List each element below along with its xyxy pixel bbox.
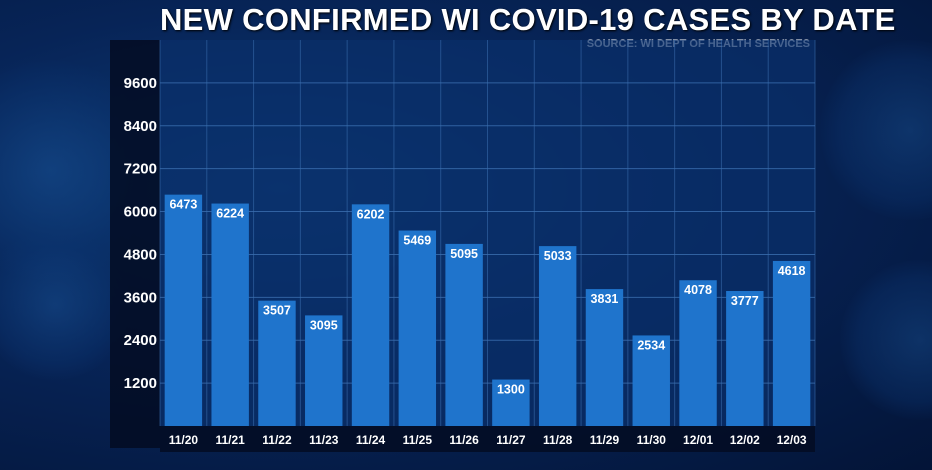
y-tick-label: 4800 <box>124 246 157 263</box>
x-tick-label: 11/24 <box>356 433 386 447</box>
bar <box>585 289 624 426</box>
x-tick-label: 11/25 <box>403 433 433 447</box>
data-label: 3507 <box>263 304 291 318</box>
y-tick-label: 7200 <box>124 161 157 178</box>
x-tick-label: 11/22 <box>262 433 292 447</box>
x-tick-label: 11/30 <box>637 433 667 447</box>
y-axis-panel <box>110 40 160 448</box>
data-label: 3095 <box>310 318 338 332</box>
bar <box>492 379 530 426</box>
x-tick-label: 11/20 <box>169 433 199 447</box>
bar <box>679 280 717 426</box>
data-label: 4078 <box>684 283 712 297</box>
bar <box>632 335 670 426</box>
x-tick-label: 11/28 <box>543 433 573 447</box>
bar <box>164 194 203 426</box>
chart-title: NEW CONFIRMED WI COVID-19 CASES BY DATE <box>160 2 896 37</box>
y-tick-label: 2400 <box>124 332 157 349</box>
x-tick-label: 12/01 <box>683 433 713 447</box>
data-label: 3831 <box>591 292 619 306</box>
y-tick-label: 3600 <box>124 289 157 306</box>
data-label: 6202 <box>357 207 385 221</box>
data-label: 1300 <box>497 383 525 397</box>
bar <box>398 230 437 426</box>
data-label: 2534 <box>637 338 665 352</box>
x-tick-label: 11/26 <box>449 433 479 447</box>
data-label: 5095 <box>450 247 478 261</box>
bar <box>305 315 343 426</box>
x-tick-label: 11/21 <box>215 433 245 447</box>
x-tick-label: 12/02 <box>730 433 760 447</box>
data-label: 5469 <box>403 234 431 248</box>
x-tick-label: 11/29 <box>590 433 620 447</box>
data-label: 3777 <box>731 294 759 308</box>
data-label: 6473 <box>169 198 197 212</box>
x-axis-band <box>160 426 815 452</box>
y-tick-label: 1200 <box>124 375 157 392</box>
x-tick-label: 12/03 <box>777 433 807 447</box>
x-tick-label: 11/27 <box>496 433 526 447</box>
bar <box>211 203 249 426</box>
bar <box>258 300 296 426</box>
y-tick-label: 6000 <box>124 204 157 221</box>
bar <box>351 204 390 426</box>
y-tick-label: 8400 <box>124 118 157 135</box>
bar <box>538 246 577 426</box>
bar <box>445 243 483 426</box>
bar <box>772 260 811 426</box>
y-tick-label: 9600 <box>124 75 157 92</box>
data-label: 6224 <box>216 207 244 221</box>
data-label: 5033 <box>544 249 572 263</box>
bar <box>726 291 764 426</box>
data-label: 4618 <box>778 264 806 278</box>
x-tick-label: 11/23 <box>309 433 339 447</box>
background-virus-graphic <box>0 230 130 380</box>
